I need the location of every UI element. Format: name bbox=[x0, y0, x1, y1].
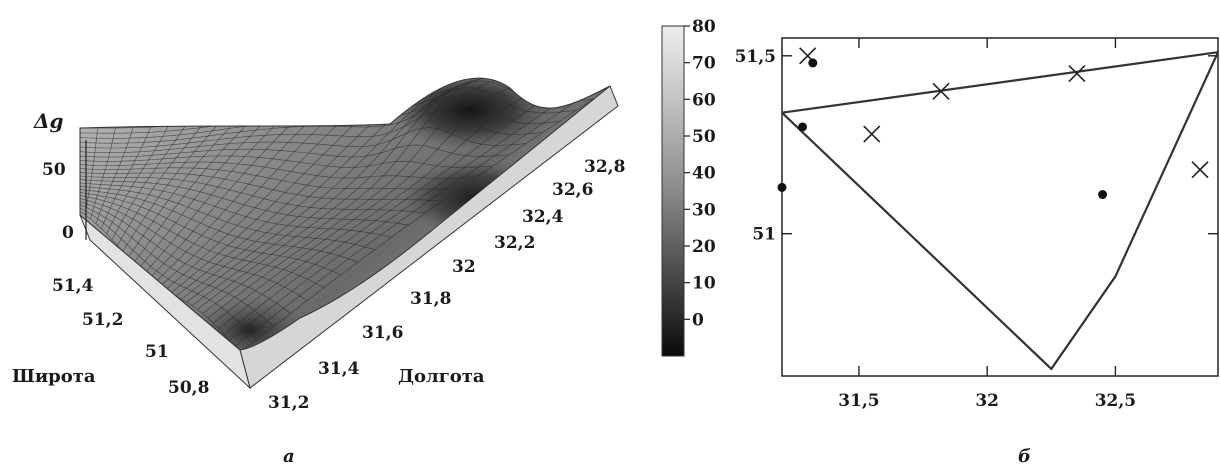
colorbar-tick-label: 40 bbox=[692, 164, 716, 184]
x-axis-ticks: 31,2 31,4 31,6 31,8 32 32,2 32,4 32,6 32… bbox=[268, 157, 625, 413]
colorbar-tick-label: 10 bbox=[692, 274, 716, 294]
mesh-line bbox=[80, 179, 409, 226]
x-tick-label: 31,6 bbox=[362, 323, 403, 343]
mesh-line bbox=[80, 207, 258, 340]
mesh-line bbox=[80, 189, 358, 263]
panel-label-b: б bbox=[1018, 446, 1031, 467]
colorbar-tick-label: 50 bbox=[692, 127, 716, 147]
mesh-line bbox=[80, 144, 510, 158]
colorbar-tick-label: 0 bbox=[692, 310, 704, 330]
y-tick-label: 51,4 bbox=[52, 276, 94, 296]
y-axis-ticks: 51,4 51,2 51 50,8 bbox=[52, 276, 209, 398]
z-tick-label: 50 bbox=[42, 160, 66, 180]
y-tick-label: 51,2 bbox=[82, 310, 123, 330]
map-points bbox=[777, 47, 1209, 200]
colorbar-tick-label: 20 bbox=[692, 237, 716, 257]
map-lines bbox=[781, 51, 1220, 371]
x-axis-label: Долгота bbox=[398, 366, 485, 387]
mesh-line bbox=[80, 155, 493, 168]
surface-mesh bbox=[80, 78, 610, 350]
x-tick-label: 31,2 bbox=[268, 393, 309, 413]
y-tick-label: 51,5 bbox=[735, 47, 776, 67]
mesh-line bbox=[80, 198, 308, 301]
y-tick-label: 51 bbox=[752, 225, 776, 245]
mesh-line bbox=[80, 204, 274, 327]
mesh-line bbox=[80, 127, 526, 153]
dot-marker bbox=[777, 182, 787, 192]
plot-frame bbox=[781, 37, 1219, 377]
colorbar-tick-label: 70 bbox=[692, 54, 716, 74]
mesh-line bbox=[80, 192, 342, 276]
dot-marker bbox=[808, 58, 818, 68]
colorbar-gradient bbox=[661, 25, 685, 357]
mesh-line bbox=[80, 110, 543, 149]
map-axis-ticks: 31,5 32 32,5 51 51,5 bbox=[735, 38, 1218, 411]
mesh-line bbox=[80, 182, 392, 238]
x-tick-label: 31,8 bbox=[410, 289, 451, 309]
colorbar-tick-label: 80 bbox=[692, 17, 716, 37]
colorbar-ticks: 0 10 20 30 40 50 60 70 80 bbox=[684, 17, 716, 330]
cross-marker bbox=[932, 82, 950, 100]
mesh-line bbox=[80, 185, 375, 250]
y-tick-label: 50,8 bbox=[168, 378, 209, 398]
x-tick-label: 32,8 bbox=[584, 157, 625, 177]
x-tick-label: 32 bbox=[452, 257, 476, 277]
colorbar-tick-label: 30 bbox=[692, 200, 716, 220]
z-tick-label: 0 bbox=[62, 223, 74, 243]
cross-marker bbox=[1068, 65, 1086, 83]
map-plot: 31,5 32 32,5 51 51,5 б bbox=[735, 37, 1220, 467]
dot-marker bbox=[1098, 190, 1108, 200]
x-tick-label: 32,4 bbox=[522, 207, 564, 227]
colorbar-tick-label: 60 bbox=[692, 90, 716, 110]
y-axis-label: Широта bbox=[12, 366, 96, 387]
cross-marker bbox=[1191, 161, 1209, 179]
mesh-line bbox=[80, 167, 459, 190]
x-tick-label: 32,6 bbox=[552, 180, 593, 200]
mesh-line bbox=[80, 96, 560, 144]
x-tick-label: 31,4 bbox=[318, 359, 360, 379]
mesh-line bbox=[80, 172, 442, 202]
x-tick-label: 32 bbox=[975, 391, 999, 411]
mesh-line bbox=[80, 175, 426, 214]
colorbar: 0 10 20 30 40 50 60 70 80 bbox=[661, 17, 716, 357]
surface-plot: Δg 0 50 51,4 51,2 51 50,8 Широта 31,2 31… bbox=[12, 77, 625, 467]
x-tick-label: 32,2 bbox=[494, 233, 535, 253]
y-tick-label: 51 bbox=[145, 342, 169, 362]
x-tick-label: 31,5 bbox=[838, 391, 879, 411]
dot-marker bbox=[798, 122, 808, 132]
mesh-line bbox=[80, 161, 476, 179]
cross-marker bbox=[863, 125, 881, 143]
z-axis-label: Δg bbox=[33, 109, 64, 133]
panel-label-a: а bbox=[283, 446, 295, 467]
boundary-line bbox=[781, 51, 1220, 371]
mesh-line bbox=[80, 201, 291, 314]
boundary-line bbox=[781, 51, 1219, 114]
mesh-line bbox=[80, 195, 325, 288]
x-tick-label: 32,5 bbox=[1095, 391, 1136, 411]
